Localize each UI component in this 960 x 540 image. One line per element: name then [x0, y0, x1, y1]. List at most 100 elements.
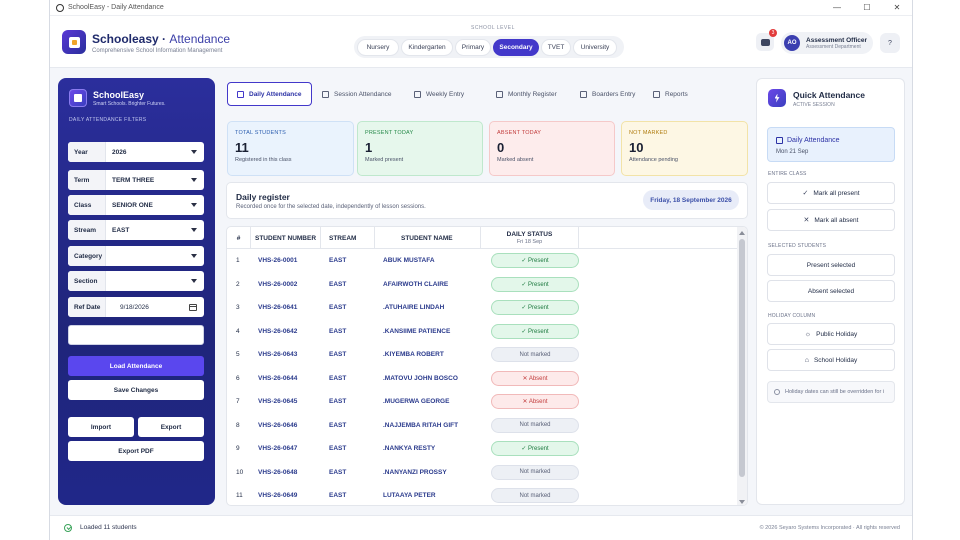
term-select[interactable]: Term TERM THREE [68, 170, 204, 190]
table-row[interactable]: 4 VHS-26-0642 EAST .KANSIIME PATIENCE ✓ Pres… [227, 320, 739, 344]
mark-all-present-button[interactable]: ✓ Mark all present [767, 182, 895, 204]
table-row[interactable]: 8 VHS-26-0646 EAST .NAJJEMBA RITAH GIFT Not … [227, 414, 739, 438]
table-row[interactable]: 7 VHS-26-0645 EAST .MUGERWA GEORGE ✕ Absent [227, 390, 739, 414]
scroll-down-icon[interactable] [739, 500, 745, 504]
table-row[interactable]: 3 VHS-26-0641 EAST .ATUHAIRE LINDAH ✓ Presen… [227, 296, 739, 320]
status-message: Loaded 11 students [80, 524, 137, 531]
school-level-selector: Nursery Kindergarten Primary Secondary T… [354, 36, 624, 58]
table-row[interactable]: 2 VHS-26-0002 EAST AFAIRWOTH CLAIRE ✓ Presen… [227, 273, 739, 297]
daily-register-panel: Daily register Recorded once for the sel… [226, 182, 748, 219]
stream-select[interactable]: Stream EAST [68, 220, 204, 240]
level-nursery-button[interactable]: Nursery [357, 38, 399, 56]
minimize-button[interactable]: — [833, 3, 841, 12]
status-badge[interactable]: ✓ Present [491, 323, 579, 339]
stat-total-value: 11 [235, 140, 249, 155]
present-selected-button[interactable]: Present selected [767, 254, 895, 276]
maximize-button[interactable]: ☐ [863, 3, 871, 12]
col-student-name: STUDENT NAME [375, 227, 481, 249]
level-primary-button[interactable]: Primary [455, 38, 491, 56]
level-tvet-button[interactable]: TVET [541, 38, 571, 56]
status-badge[interactable]: ✕ Absent [491, 370, 579, 386]
load-attendance-button[interactable]: Load Attendance [68, 356, 204, 376]
student-stream: EAST [329, 445, 347, 453]
student-number: VHS-26-0645 [258, 398, 298, 406]
status-badge[interactable]: Not marked [491, 347, 579, 362]
status-badge[interactable]: ✕ Absent [491, 394, 579, 409]
session-date: Mon 21 Sep [776, 149, 809, 155]
table-row[interactable]: 6 VHS-26-0644 EAST .MATOVU JOHN BOSCO ✕ Abse… [227, 367, 739, 391]
user-menu[interactable]: AO Assessment Officer Assessment Departm… [781, 32, 873, 54]
year-select[interactable]: Year 2026 [68, 142, 204, 162]
stat-not-marked-sub: Attendance pending [629, 157, 678, 163]
student-name: .KANSIIME PATIENCE [383, 327, 451, 335]
export-pdf-button[interactable]: Export PDF [68, 441, 204, 461]
row-number: 6 [236, 374, 240, 382]
table-row[interactable]: 11 VHS-26-0649 EAST LUTAAYA PETER Not marked [227, 484, 739, 505]
status-badge[interactable]: ✓ Present [491, 253, 579, 268]
table-row[interactable]: 5 VHS-26-0643 EAST .KIYEMBA ROBERT Not marke… [227, 343, 739, 367]
table-row[interactable]: 10 VHS-26-0648 EAST .NANYANZI PROSSY Not mar… [227, 461, 739, 485]
messages-button[interactable]: 3 [756, 29, 777, 51]
student-number: VHS-26-0001 [258, 257, 298, 265]
save-changes-button[interactable]: Save Changes [68, 380, 204, 400]
status-badge[interactable]: ✓ Present [491, 300, 579, 315]
category-select[interactable]: Category [68, 246, 204, 266]
status-badge[interactable]: ✓ Present [491, 441, 579, 456]
scroll-thumb[interactable] [739, 239, 745, 477]
level-kindergarten-button[interactable]: Kindergarten [401, 38, 453, 56]
table-row[interactable]: 1 VHS-26-0001 EAST ABUK MUSTAFA ✓ Present [227, 249, 739, 273]
stat-present-today: PRESENT TODAY 1 Marked present [357, 121, 483, 176]
level-university-button[interactable]: University [573, 38, 617, 56]
student-stream: EAST [329, 351, 347, 359]
quick-attendance-subtitle: ACTIVE SESSION [793, 102, 835, 108]
term-label: Term [68, 170, 106, 190]
scrollbar[interactable] [737, 227, 747, 505]
export-button[interactable]: Export [138, 417, 204, 437]
register-date[interactable]: Friday, 18 September 2026 [643, 190, 739, 210]
absent-selected-button[interactable]: Absent selected [767, 280, 895, 302]
mark-all-absent-button[interactable]: ✕ Mark all absent [767, 209, 895, 231]
active-session-card[interactable]: Daily Attendance Mon 21 Sep [767, 127, 895, 162]
scroll-up-icon[interactable] [739, 231, 745, 235]
ref-date-picker[interactable]: Ref Date 9/18/2026 [68, 297, 204, 317]
chevron-down-icon [191, 203, 197, 207]
calendar-icon [189, 303, 197, 311]
student-name: .NAJJEMBA RITAH GIFT [383, 421, 459, 429]
tab-reports[interactable]: Reports [653, 82, 688, 106]
status-badge[interactable]: ✓ Present [491, 276, 579, 292]
public-holiday-button[interactable]: ☼ Public Holiday [767, 323, 895, 345]
tab-boarders-entry[interactable]: Boarders Entry [580, 82, 635, 106]
section-select[interactable]: Section [68, 271, 204, 291]
import-button[interactable]: Import [68, 417, 134, 437]
row-number: 7 [236, 398, 240, 406]
table-row[interactable]: 9 VHS-26-0647 EAST .NANKYA RESTY ✓ Present [227, 437, 739, 461]
help-button[interactable]: ? [880, 33, 900, 53]
close-button[interactable]: ✕ [893, 3, 901, 12]
tab-daily-attendance[interactable]: Daily Attendance [227, 82, 312, 106]
student-number: VHS-26-0641 [258, 304, 298, 312]
category-label: Category [68, 246, 106, 266]
row-number: 11 [236, 492, 243, 500]
student-number: VHS-26-0648 [258, 468, 298, 476]
student-name: .KIYEMBA ROBERT [383, 351, 444, 359]
class-select[interactable]: Class SENIOR ONE [68, 195, 204, 215]
stat-not-marked-key: NOT MARKED [629, 130, 668, 136]
tab-monthly-register[interactable]: Monthly Register [496, 82, 557, 106]
user-name: Assessment Officer [806, 36, 868, 44]
search-input[interactable] [68, 325, 204, 345]
tab-session-attendance[interactable]: Session Attendance [322, 82, 391, 106]
calendar-icon [776, 137, 783, 144]
school-icon: ⌂ [804, 356, 809, 364]
window-controls: — ☐ ✕ [822, 0, 912, 16]
stat-absent-sub: Marked absent [497, 157, 534, 163]
calendar-icon [237, 90, 244, 98]
tab-weekly-entry[interactable]: Weekly Entry [414, 82, 464, 106]
level-secondary-button[interactable]: Secondary [493, 38, 539, 56]
status-badge[interactable]: Not marked [491, 488, 579, 503]
section-label: Section [68, 271, 106, 291]
user-department: Assessment Department [806, 43, 861, 50]
stat-absent-value: 0 [497, 140, 505, 155]
school-holiday-button[interactable]: ⌂ School Holiday [767, 349, 895, 371]
status-badge[interactable]: Not marked [491, 417, 579, 433]
status-badge[interactable]: Not marked [491, 464, 579, 480]
